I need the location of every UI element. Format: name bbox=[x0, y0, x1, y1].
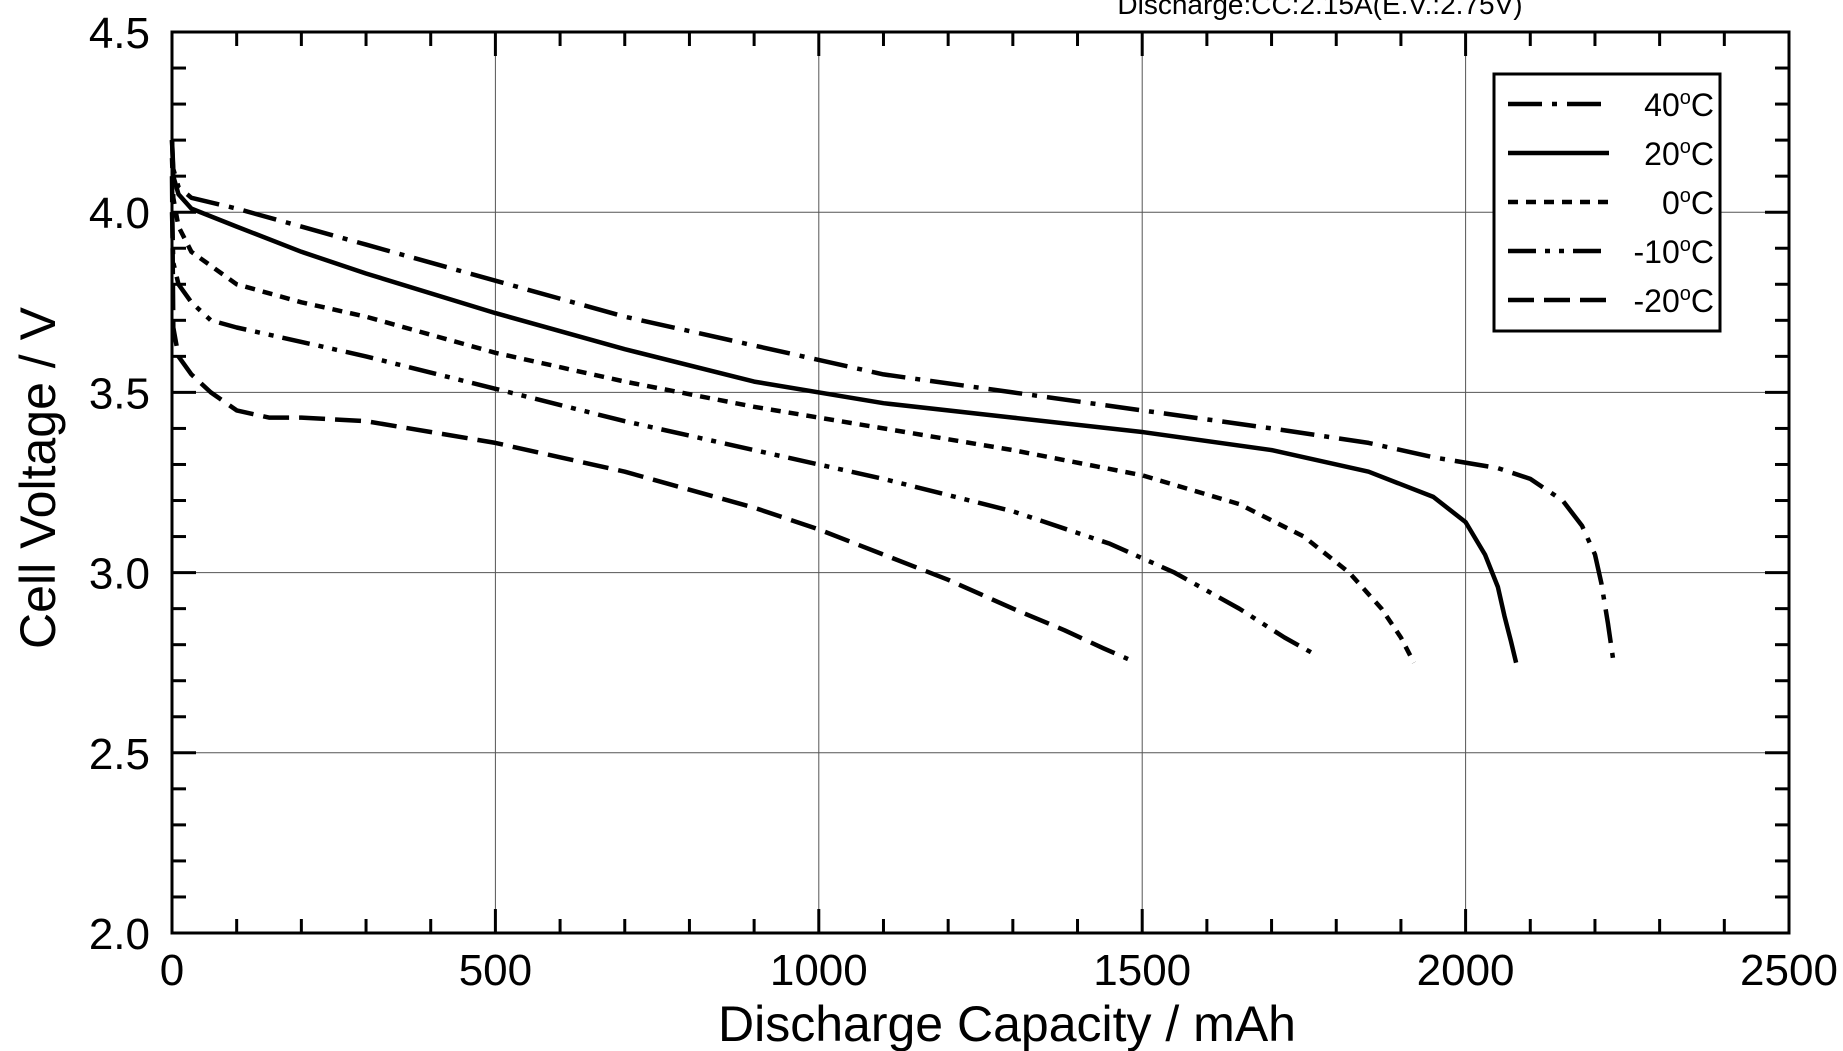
legend-label-20c: 20oC bbox=[1644, 136, 1714, 172]
x-tick-label: 1500 bbox=[1093, 946, 1191, 995]
series-layer bbox=[169, 139, 1616, 664]
y-axis-title: Cell Voltage / V bbox=[10, 306, 66, 649]
series-line--20c bbox=[169, 176, 1129, 662]
series-line--10c bbox=[169, 212, 1318, 658]
legend-label--20c: -20oC bbox=[1634, 283, 1714, 319]
y-tick-label: 2.5 bbox=[89, 730, 150, 779]
y-tick-label: 3.5 bbox=[89, 369, 150, 418]
x-axis-title: Discharge Capacity / mAh bbox=[718, 996, 1296, 1051]
plot-frame bbox=[170, 30, 1791, 935]
y-tick-label: 4.0 bbox=[89, 189, 150, 238]
x-tick-label: 500 bbox=[459, 946, 532, 995]
legend: 40oC 20oC 0oC -10oC -20oC bbox=[1492, 72, 1722, 333]
x-tick-label: 2000 bbox=[1417, 946, 1515, 995]
x-tick-label: 1000 bbox=[770, 946, 868, 995]
legend-label--10c: -10oC bbox=[1634, 234, 1714, 270]
y-tick-label: 3.0 bbox=[89, 550, 150, 599]
y-tick-label: 2.0 bbox=[89, 910, 150, 959]
legend-label-40c: 40oC bbox=[1644, 87, 1714, 123]
legend-label-0c: 0oC bbox=[1662, 185, 1714, 221]
x-tick-label: 2500 bbox=[1740, 946, 1838, 995]
series-line-40c bbox=[169, 139, 1616, 660]
series-line-0c bbox=[169, 158, 1416, 664]
series-line-20c bbox=[169, 140, 1519, 664]
y-tick-label: 4.5 bbox=[89, 9, 150, 58]
tick-labels: 0 500 1000 1500 2000 2500 2.0 2.5 3.0 3.5 4.0 4.5 bbox=[89, 9, 1838, 995]
x-tick-label: 0 bbox=[160, 946, 184, 995]
chart-subtitle: Discharge:CC:2.15A(E.V.:2.75V) bbox=[1117, 0, 1522, 20]
